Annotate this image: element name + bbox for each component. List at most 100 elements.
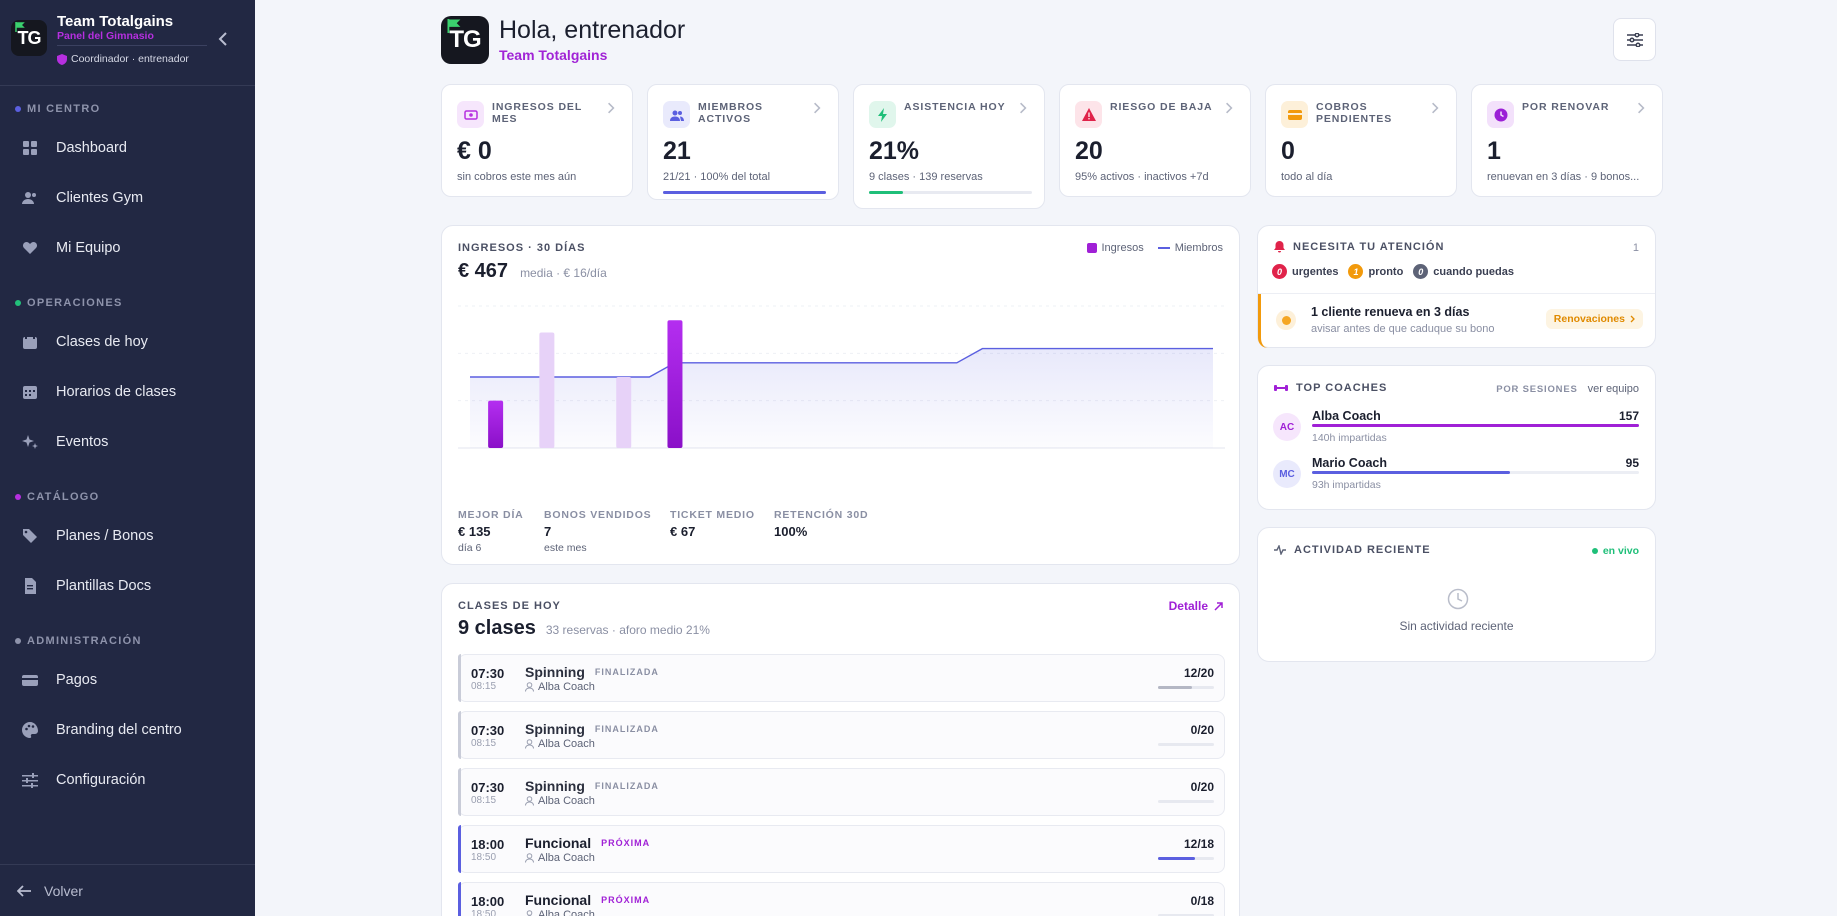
chip-count: 0 (1413, 264, 1429, 279)
kpi-icon-wrap (1487, 101, 1514, 128)
class-status: PRÓXIMA (601, 838, 651, 848)
bolt-icon (877, 107, 887, 122)
kpi-sub: todo al día (1281, 171, 1333, 183)
coaches-sort[interactable]: POR SESIONES (1496, 383, 1578, 395)
divider (1258, 293, 1655, 294)
back-button[interactable]: Volver (0, 864, 255, 916)
sidebar: TG Team Totalgains Panel del Gimnasio Co… (0, 0, 255, 916)
clock-dot (1281, 315, 1291, 325)
sidebar-item-clases-de-hoy[interactable]: Clases de hoy (0, 320, 255, 364)
class-row[interactable]: 07:30 08:15 Spinning FINALIZADA Alba Coac… (458, 654, 1225, 702)
user-icon (525, 853, 534, 863)
kpi-card-por-renovar[interactable]: POR RENOVAR 1 renuevan en 3 días · 9 bon… (1471, 84, 1663, 197)
kpi-sub: 9 clases · 139 reservas (869, 171, 983, 183)
stat-sub: este mes (544, 542, 587, 554)
warning-icon (1081, 107, 1096, 121)
document-icon (25, 578, 36, 594)
sidebar-item-horarios[interactable]: Horarios de clases (0, 370, 255, 414)
sidebar-item-dashboard[interactable]: Dashboard (0, 126, 255, 170)
kpi-progress-fill (869, 191, 904, 194)
kpi-card-ingresos-del-mes[interactable]: INGRESOS DEL MES € 0 sin cobros este mes… (441, 84, 633, 197)
sidebar-brand: TG Team Totalgains Panel del Gimnasio Co… (0, 0, 255, 86)
flag-icon (447, 19, 461, 33)
user-icon (525, 739, 534, 749)
class-name: Spinning (525, 664, 585, 680)
class-row[interactable]: 18:00 18:50 Funcional PRÓXIMA Alba Coach … (458, 825, 1225, 873)
avatar: AC (1273, 413, 1301, 441)
settings-button[interactable] (1613, 18, 1656, 61)
class-count: 0/20 (1190, 723, 1214, 737)
class-coach: Alba Coach (538, 738, 595, 750)
class-capacity-fill (1158, 857, 1196, 860)
kpi-label: POR RENOVAR (1522, 101, 1610, 113)
income-bar (616, 377, 632, 448)
chip-urgentes[interactable]: 0 urgentes (1272, 264, 1338, 279)
legend-swatch (1086, 243, 1097, 253)
brand-subtitle: Panel del Gimnasio (57, 30, 207, 46)
attention-chips: 0 urgentes 1 pronto 0 cuando puedas (1272, 264, 1514, 279)
detail-link[interactable]: Detalle (1169, 599, 1223, 613)
section-dot (15, 300, 21, 306)
attention-card: NECESITA TU ATENCIÓN 1 0 urgentes 1 pronto… (1257, 225, 1656, 348)
user-icon (525, 796, 534, 806)
section-label: ADMINISTRACIÓN (27, 635, 142, 647)
sidebar-item-label: Horarios de clases (56, 384, 177, 400)
kpi-sub: renuevan en 3 días · 9 bonos... (1487, 171, 1640, 183)
kpi-icon-wrap (663, 101, 690, 128)
live-dot (1591, 548, 1598, 554)
money-icon (463, 109, 478, 120)
coach-bar (1312, 424, 1639, 427)
class-capacity-bar (1158, 800, 1214, 803)
coach-row[interactable]: AC Alba Coach 157 140h impartidas (1258, 409, 1655, 451)
sidebar-item-plantillas-docs[interactable]: Plantillas Docs (0, 564, 255, 608)
kpi-card-asistencia-hoy[interactable]: ASISTENCIA HOY 21% 9 clases · 139 reserv… (853, 84, 1045, 209)
collapse-sidebar-button[interactable] (214, 30, 232, 48)
brand-logo[interactable]: TG (11, 20, 47, 56)
class-status: FINALIZADA (594, 667, 659, 677)
sidebar-item-label: Mi Equipo (56, 240, 121, 256)
sidebar-item-eventos[interactable]: Eventos (0, 420, 255, 464)
revenue-card: INGRESOS · 30 DÍAS € 467 media · € 16/dí… (441, 225, 1240, 565)
kpi-value: 20 (1075, 137, 1103, 165)
chip-pronto[interactable]: 1 pronto (1348, 264, 1403, 279)
sliders-icon (22, 773, 38, 788)
ver-equipo-link[interactable]: ver equipo (1587, 383, 1639, 395)
renovaciones-button[interactable]: Renovaciones (1545, 309, 1643, 329)
class-count: 12/18 (1183, 837, 1214, 851)
legend-label: Miembros (1174, 242, 1223, 254)
kpi-card-riesgo-de-baja[interactable]: RIESGO DE BAJA 20 95% activos · inactivo… (1059, 84, 1251, 197)
users-icon (22, 192, 36, 204)
kpi-card-cobros-pendientes[interactable]: COBROS PENDIENTES 0 todo al día (1265, 84, 1457, 197)
class-capacity-bar (1158, 743, 1214, 746)
chip-cuando-puedas[interactable]: 0 cuando puedas (1413, 264, 1514, 279)
sidebar-item-mi-equipo[interactable]: Mi Equipo (0, 226, 255, 270)
class-row[interactable]: 18:00 18:50 Funcional PRÓXIMA Alba Coach … (458, 882, 1225, 916)
clock-icon (1276, 310, 1296, 330)
kpi-card-miembros-activos[interactable]: MIEMBROS ACTIVOS 21 21/21 · 100% del tot… (647, 84, 839, 200)
chevron-right-icon (608, 102, 615, 114)
header-logo: TG (441, 16, 489, 64)
coach-name: Alba Coach (1312, 409, 1381, 423)
stat-retencion: RETENCIÓN 30D 100% (774, 509, 868, 539)
class-row[interactable]: 07:30 08:15 Spinning FINALIZADA Alba Coac… (458, 768, 1225, 816)
dumbbell-icon (1274, 385, 1288, 391)
class-row[interactable]: 07:30 08:15 Spinning FINALIZADA Alba Coac… (458, 711, 1225, 759)
coach-row[interactable]: MC Mario Coach 95 93h impartidas (1258, 456, 1655, 498)
kpi-value: € 0 (457, 137, 492, 165)
sidebar-item-clientes-gym[interactable]: Clientes Gym (0, 176, 255, 220)
class-start: 07:30 (471, 723, 505, 738)
sidebar-item-branding[interactable]: Branding del centro (0, 708, 255, 752)
chevron-right-icon (1638, 102, 1645, 114)
class-end: 08:15 (471, 795, 497, 806)
sidebar-item-configuracion[interactable]: Configuración (0, 758, 255, 802)
activity-icon (1274, 545, 1286, 555)
attention-item[interactable]: 1 cliente renueva en 3 días avisar antes… (1258, 294, 1655, 348)
sidebar-item-planes-bonos[interactable]: Planes / Bonos (0, 514, 255, 558)
kpi-progress-fill (663, 191, 826, 194)
kpi-progress (869, 191, 1032, 194)
sidebar-item-pagos[interactable]: Pagos (0, 658, 255, 702)
revenue-title: INGRESOS · 30 DÍAS (458, 242, 586, 254)
clock-icon (1447, 588, 1469, 610)
attention-title: NECESITA TU ATENCIÓN (1293, 241, 1445, 253)
attention-count: 1 (1632, 242, 1639, 254)
